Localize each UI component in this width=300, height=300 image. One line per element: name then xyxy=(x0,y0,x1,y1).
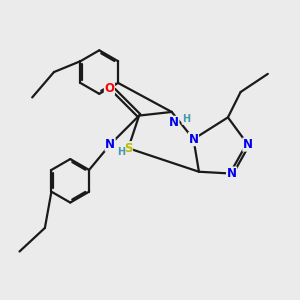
Text: H: H xyxy=(182,114,190,124)
Text: S: S xyxy=(124,142,133,155)
Text: N: N xyxy=(243,138,253,151)
Text: H: H xyxy=(117,147,125,157)
Text: N: N xyxy=(169,116,179,129)
Text: N: N xyxy=(226,167,237,180)
Text: N: N xyxy=(188,133,199,146)
Text: O: O xyxy=(104,82,114,95)
Text: N: N xyxy=(105,138,115,151)
